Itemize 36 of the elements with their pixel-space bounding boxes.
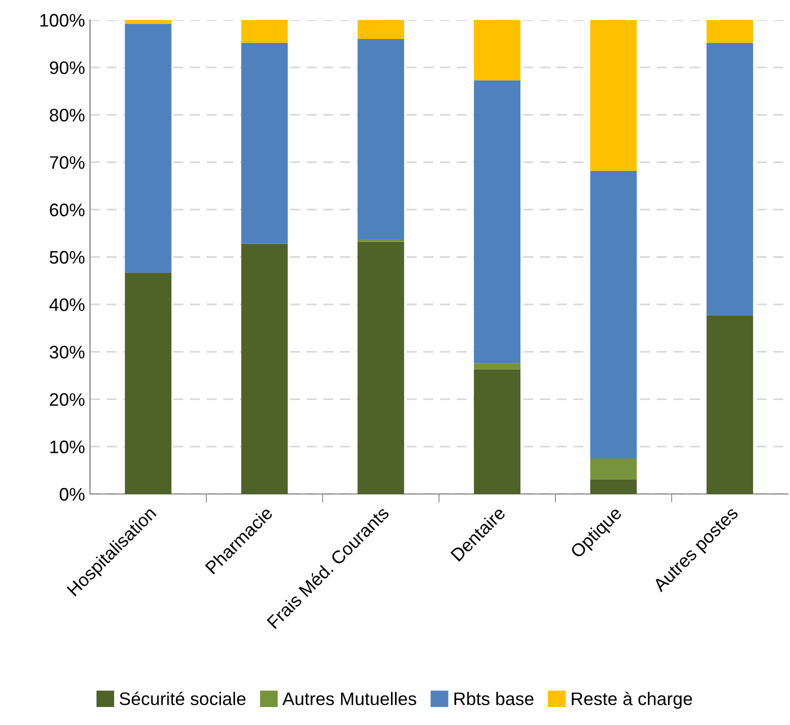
bar bbox=[124, 20, 172, 24]
bar bbox=[358, 38, 404, 240]
y-tick-label: 50% bbox=[50, 250, 84, 264]
legend-label: Sécurité sociale bbox=[120, 692, 246, 706]
y-tick-label: 10% bbox=[50, 440, 84, 454]
y-tick-label: 100% bbox=[40, 14, 84, 27]
bar bbox=[590, 20, 637, 171]
bar bbox=[474, 20, 520, 80]
bar bbox=[358, 239, 404, 242]
y-tick-label: 60% bbox=[50, 204, 84, 216]
bar bbox=[706, 20, 754, 43]
y-tick-label: 20% bbox=[50, 393, 84, 406]
legend-label: Autres Mutuelles bbox=[282, 692, 416, 706]
bar bbox=[590, 458, 637, 480]
bar bbox=[241, 20, 288, 43]
bar bbox=[124, 24, 172, 273]
bar bbox=[241, 42, 288, 244]
bar bbox=[706, 315, 754, 494]
y-tick-label: 40% bbox=[49, 298, 84, 312]
bar bbox=[590, 170, 637, 458]
bar bbox=[241, 244, 288, 494]
bar bbox=[474, 80, 520, 364]
y-tick-label: 30% bbox=[50, 346, 84, 359]
bar bbox=[474, 369, 520, 494]
y-tick-label: 80% bbox=[50, 108, 84, 122]
bar bbox=[706, 42, 754, 316]
y-tick-label: 90% bbox=[50, 61, 84, 74]
bar bbox=[358, 242, 404, 494]
y-tick-label: 0% bbox=[60, 488, 84, 501]
legend-label: Reste à charge bbox=[572, 692, 692, 709]
legend-label: Rbts base bbox=[454, 692, 534, 706]
bar bbox=[474, 363, 520, 370]
bar bbox=[590, 479, 637, 494]
bar bbox=[124, 272, 172, 494]
bar bbox=[358, 20, 404, 39]
y-tick-label: 70% bbox=[50, 156, 84, 169]
